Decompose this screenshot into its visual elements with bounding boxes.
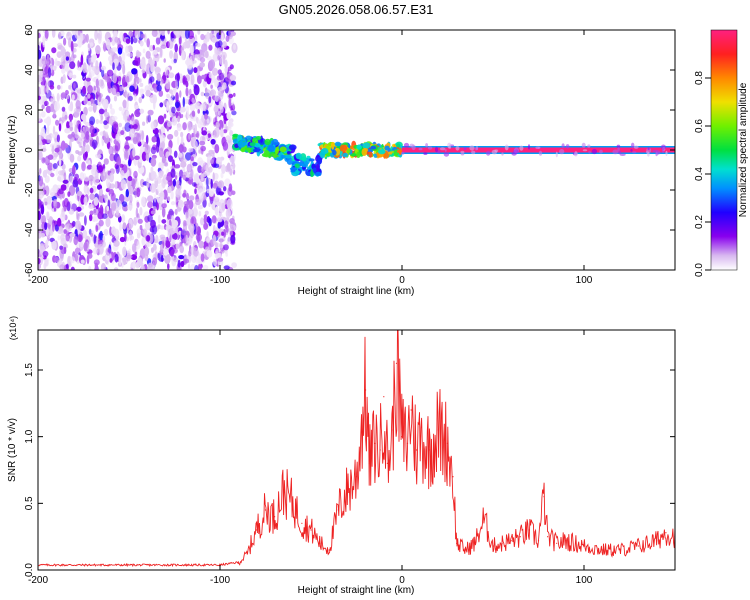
x-tick-label: 0 — [399, 275, 405, 286]
y-tick-label: 0.5 — [24, 496, 35, 510]
snr-data-point — [565, 540, 567, 542]
y-tick-label: 20 — [24, 104, 35, 116]
snr-data-point — [492, 545, 494, 547]
y-tick-label: -40 — [24, 222, 35, 237]
snr-data-point — [337, 509, 339, 511]
snr-data-point — [528, 529, 531, 531]
snr-data-point — [547, 536, 549, 538]
snr-data-point — [474, 542, 476, 544]
snr-data-point — [328, 549, 330, 551]
snr-data-point — [519, 536, 521, 538]
snr-data-point — [401, 436, 403, 438]
snr-data-point — [246, 553, 248, 555]
x-tick-label: 100 — [576, 575, 593, 586]
heatmap-region — [38, 30, 238, 270]
snr-data-point — [292, 502, 294, 504]
x-tick-label: 100 — [576, 275, 593, 286]
snr-data-point — [406, 442, 409, 444]
snr-data-point — [428, 449, 430, 451]
snr-line-layer — [38, 330, 675, 568]
snr-data-point — [392, 429, 394, 431]
snr-data-point — [419, 436, 421, 438]
snr-data-point — [510, 540, 512, 542]
snr-data-point — [537, 540, 540, 542]
colorbar-label: Normalized spectral amplitude — [738, 82, 749, 217]
y-tick-label: -60 — [24, 262, 35, 277]
y-tick-label: 1.0 — [24, 429, 35, 443]
snr-data-point — [368, 462, 370, 464]
x-tick-label: 0 — [399, 575, 405, 586]
y-tick-label: 0.0 — [24, 563, 35, 577]
snr-data-point — [446, 442, 449, 444]
y-tick-label: -20 — [24, 182, 35, 197]
heatmap-region — [317, 140, 405, 160]
snr-data-point — [543, 496, 545, 498]
snr-data-point — [310, 529, 312, 531]
y-tick-label: 60 — [24, 24, 35, 36]
snr-data-point — [365, 389, 367, 391]
snr-data-point — [656, 540, 658, 542]
heatmap-region — [401, 142, 675, 158]
snr-data-point — [456, 542, 458, 544]
snr-data-point — [237, 562, 239, 564]
colorbar-tick-label: 0.8 — [694, 71, 705, 85]
snr-data-point — [395, 362, 398, 364]
snr-data-point — [601, 549, 603, 551]
snr-data-point — [556, 542, 558, 544]
snr-data-point — [274, 516, 276, 518]
snr-series-line — [38, 330, 675, 568]
colorbar-tick-label: 0.2 — [694, 215, 705, 229]
x-tick-label: -100 — [210, 575, 230, 586]
colorbar-tick-label: 0.4 — [694, 167, 705, 181]
snr-data-point — [355, 476, 358, 478]
y-tick-label: 40 — [24, 64, 35, 76]
snr-data-point — [619, 549, 622, 551]
snr-data-point — [416, 449, 418, 451]
snr-data-point — [386, 462, 388, 464]
x-tick-label: -200 — [28, 575, 48, 586]
colorbar-ticks: 0.0 0.2 0.4 0.6 0.8 — [694, 71, 711, 277]
snr-ticks: -200 -100 0 100 0.0 0.5 1.0 1.5 — [24, 330, 675, 586]
spectrogram-ylabel: Frequency (Hz) — [7, 116, 18, 185]
snr-data-point — [374, 442, 376, 444]
snr-xlabel: Height of straight line (km) — [298, 585, 415, 596]
snr-frame — [37, 329, 676, 571]
snr-data-point — [301, 522, 303, 524]
colorbar-tick-label: 0.0 — [694, 263, 705, 277]
snr-data-point — [437, 429, 439, 431]
colorbar-gradient — [710, 29, 738, 271]
snr-data-point — [465, 549, 467, 551]
snr-panel: -200 -100 0 100 0.0 0.5 1.0 1.5 Height of strai… — [7, 316, 676, 596]
snr-data-point — [583, 545, 585, 547]
snr-multiplier: (x10⁴) — [8, 316, 18, 340]
snr-data-point — [379, 449, 381, 451]
snr-data-point — [383, 396, 385, 398]
colorbar-tick-label: 0.6 — [694, 119, 705, 133]
snr-ylabel: SNR (10 * v/v) — [7, 418, 18, 482]
colorbar: 0.0 0.2 0.4 0.6 0.8 Normalized spectral ampl… — [694, 29, 749, 277]
snr-data-point — [283, 489, 285, 491]
y-tick-label: 1.5 — [24, 363, 35, 377]
snr-data-point — [638, 545, 640, 547]
snr-data-point — [501, 542, 503, 544]
snr-data-point — [319, 542, 321, 544]
x-tick-label: -200 — [28, 275, 48, 286]
spectrogram-heatmap — [38, 30, 675, 270]
figure-title: GN05.2026.058.06.57.E31 — [279, 2, 434, 17]
snr-data-point — [452, 476, 454, 478]
spectrogram-xlabel: Height of straight line (km) — [298, 286, 415, 297]
heatmap-region — [289, 152, 324, 178]
y-tick-label: 0 — [24, 147, 35, 153]
x-tick-label: -100 — [210, 275, 230, 286]
snr-data-point — [410, 409, 412, 411]
snr-data-point — [255, 529, 257, 531]
snr-data-point — [264, 509, 267, 511]
heatmap-region — [232, 133, 297, 165]
snr-data-point — [483, 518, 485, 520]
snr-data-point — [346, 489, 348, 491]
snr-data-point — [665, 532, 667, 534]
